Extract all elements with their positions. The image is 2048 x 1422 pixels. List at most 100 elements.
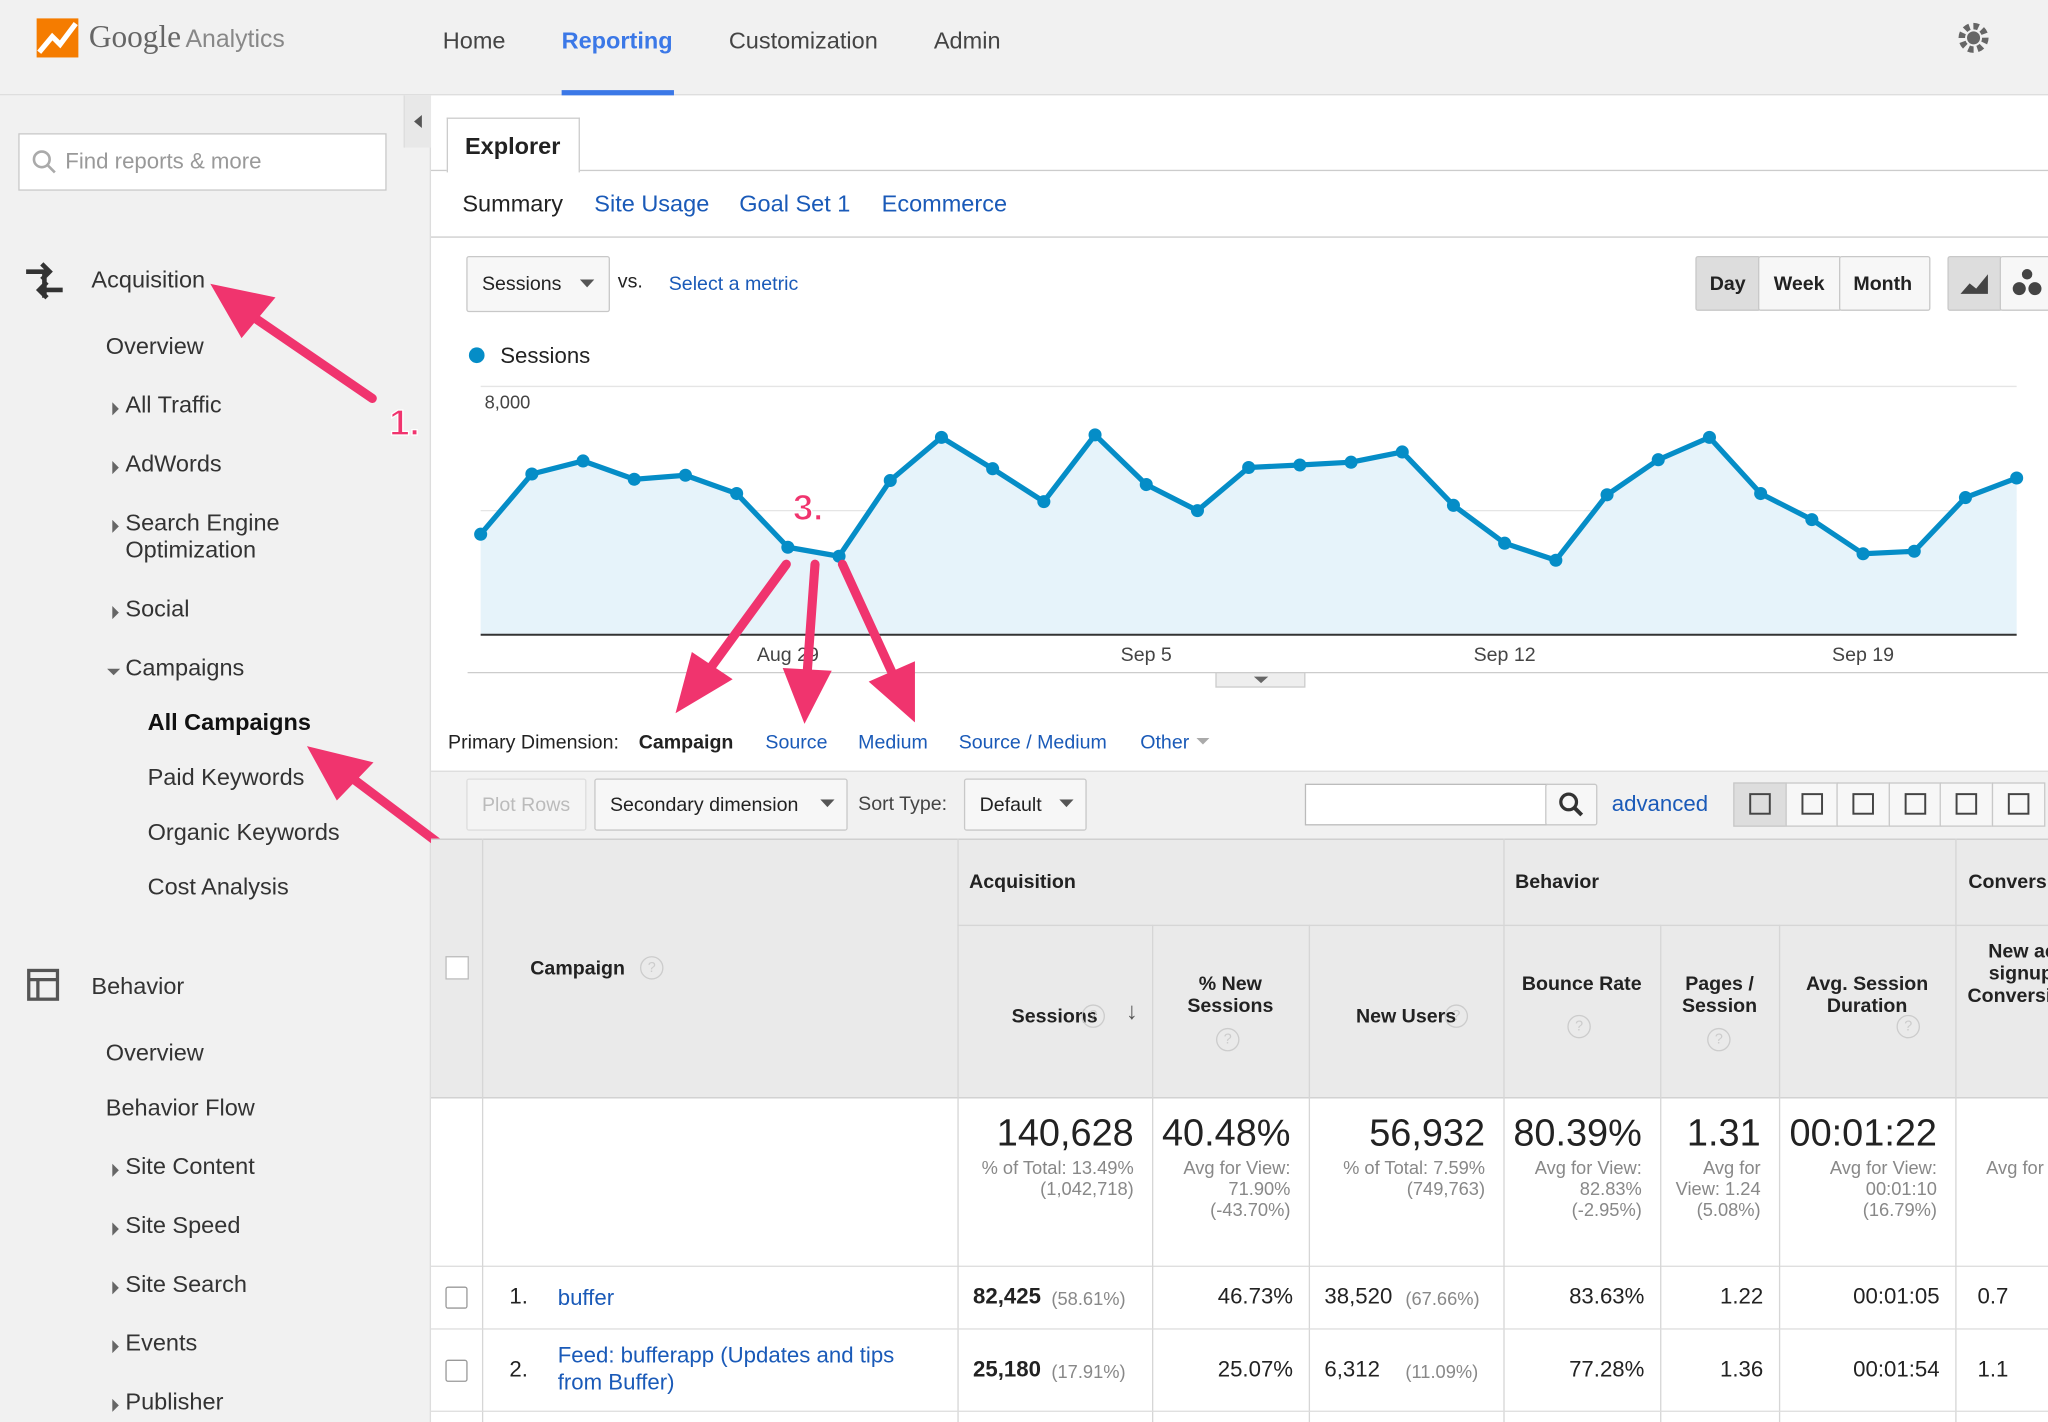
subtab[interactable]: Site Usage [594, 190, 710, 217]
metric-dropdown[interactable]: Sessions [466, 255, 610, 313]
subtab[interactable]: Ecommerce [881, 190, 1008, 217]
column-header[interactable]: New account signup (Goal Conversion Rate… [1967, 940, 2048, 1008]
sidebar-item[interactable]: Events [125, 1329, 198, 1356]
row-cell: (11.09%) [1405, 1360, 1479, 1382]
view-button[interactable] [1784, 782, 1839, 827]
total-value: 56,932 [1369, 1112, 1486, 1155]
point [1088, 428, 1102, 442]
period-week[interactable]: Week [1758, 255, 1842, 311]
row-checkbox[interactable] [445, 1285, 468, 1309]
explorer-tab[interactable]: Explorer [446, 117, 580, 173]
row-cell: 25,180 [973, 1356, 1041, 1382]
sort-dropdown[interactable]: Default [963, 778, 1087, 831]
select-metric[interactable]: Select a metric [668, 272, 799, 296]
point [883, 473, 897, 488]
row-campaign[interactable]: Feed: bufferapp (Updates and tips from B… [557, 1342, 895, 1395]
dimension-option[interactable]: Other [1140, 731, 1190, 754]
row-cell: 46.73% [1217, 1283, 1294, 1309]
column-header[interactable]: Avg. Session Duration [1805, 973, 1929, 1018]
subtab[interactable]: Summary [462, 190, 563, 217]
total-value: 5.93 [1955, 1113, 2048, 1156]
view-button[interactable] [1887, 782, 1942, 827]
period-label: Month [1853, 272, 1913, 296]
nav-admin[interactable]: Admin [933, 27, 1001, 54]
legend-dot [468, 347, 485, 364]
group-header: Behavior [1515, 871, 1599, 894]
secondary-dimension[interactable]: Secondary dimension [594, 778, 848, 831]
sidebar-item[interactable]: Social [125, 595, 190, 622]
sidebar-item[interactable]: Overview [105, 1039, 204, 1066]
row-cell: 1.36 [1720, 1356, 1764, 1382]
nav-home[interactable]: Home [442, 27, 506, 54]
plot-rows-button[interactable]: Plot Rows [466, 778, 587, 831]
sidebar-item[interactable]: AdWords [125, 450, 222, 477]
search-box[interactable] [18, 133, 387, 191]
period-month[interactable]: Month [1839, 255, 1931, 311]
row-checkbox[interactable] [445, 1359, 468, 1382]
column-header[interactable]: % New Sessions [1187, 973, 1274, 1018]
motion-chart-button[interactable] [1999, 255, 2048, 311]
column-divider [1660, 924, 1662, 1422]
sidebar-item[interactable]: Paid Keywords [147, 764, 305, 791]
sidebar-caret [107, 661, 121, 685]
dimension-option[interactable]: Source / Medium [958, 731, 1107, 754]
column-header[interactable]: Campaign [530, 957, 625, 980]
view-button[interactable] [1991, 782, 2045, 827]
view-button[interactable] [1939, 782, 1994, 827]
sidebar-item[interactable]: Campaigns [125, 654, 245, 681]
sidebar-item[interactable]: Site Content [125, 1153, 255, 1180]
total-sub: Avg for View: 2.6 (120.0 [1986, 1157, 2048, 1179]
point [1293, 458, 1307, 472]
sidebar-caret [111, 1336, 121, 1360]
column-header[interactable]: Pages / Session [1681, 973, 1758, 1018]
dimension-option[interactable]: Medium [858, 731, 928, 754]
point [1651, 453, 1665, 467]
total-value: 00:01:22 [1789, 1112, 1937, 1155]
line-chart-button[interactable] [1947, 255, 2003, 311]
dimension-option[interactable]: Source [765, 731, 828, 754]
nav-reporting[interactable]: Reporting [561, 27, 673, 54]
header-checkbox[interactable] [445, 956, 469, 980]
sidebar-item[interactable]: Behavior Flow [105, 1094, 255, 1121]
dimension-option[interactable]: Campaign [638, 731, 734, 754]
sidebar-item[interactable]: Search Engine Optimization [125, 509, 280, 563]
sidebar-item[interactable]: All Traffic [125, 391, 222, 418]
point [986, 462, 1000, 476]
row-cell: (17.91%) [1051, 1360, 1126, 1382]
sidebar-item[interactable]: Organic Keywords [147, 818, 340, 846]
search-placeholder: Find reports & more [65, 148, 262, 174]
sidebar-collapse[interactable] [403, 95, 432, 148]
settings-icon[interactable] [1957, 21, 1991, 55]
subtab[interactable]: Goal Set 1 [739, 190, 851, 217]
column-header[interactable]: New Users [1355, 1005, 1457, 1028]
point [1907, 544, 1921, 558]
view-button[interactable] [1733, 782, 1787, 827]
sidebar-item[interactable]: Behavior [91, 973, 185, 1000]
table-search-button[interactable] [1545, 783, 1598, 826]
point [1600, 488, 1614, 502]
sidebar-item[interactable]: Cost Analysis [147, 873, 289, 900]
sidebar-item[interactable]: Acquisition [91, 266, 206, 293]
other-caret [1196, 737, 1210, 745]
nav-customization[interactable]: Customization [728, 27, 878, 54]
column-header[interactable]: Sessions [1011, 1005, 1098, 1028]
total-sub: Avg for View: 00:01:10 (16.79%) [1829, 1157, 1937, 1220]
sort-arrow: ↓ [1125, 997, 1138, 1024]
secondary-label: Secondary dimension [609, 794, 799, 817]
row-cell: (58.61%) [1051, 1287, 1126, 1309]
advanced-link[interactable]: advanced [1611, 791, 1709, 817]
sidebar-item[interactable]: Overview [105, 333, 204, 360]
period-day[interactable]: Day [1695, 255, 1761, 311]
column-header[interactable]: Bounce Rate [1521, 973, 1642, 996]
sidebar-item[interactable]: All Campaigns [147, 709, 311, 736]
row-campaign[interactable]: buffer [557, 1284, 615, 1310]
sidebar-item[interactable]: Publisher [125, 1388, 224, 1415]
sidebar-item[interactable]: Site Speed [125, 1212, 241, 1239]
row-cell: 82,425 [973, 1283, 1041, 1309]
point [525, 467, 539, 481]
table-search[interactable] [1304, 783, 1548, 826]
view-button[interactable] [1836, 782, 1890, 827]
help-icon: ? [1081, 1004, 1105, 1028]
table-bg [431, 838, 2048, 1099]
sidebar-item[interactable]: Site Search [125, 1270, 247, 1297]
